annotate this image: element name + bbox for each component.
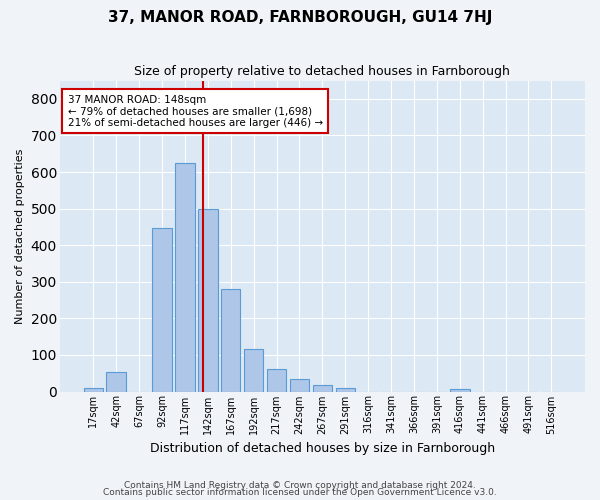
Bar (267, 369, 286, 392)
Bar (313, 385, 332, 392)
Bar (335, 388, 355, 392)
Text: Contains HM Land Registry data © Crown copyright and database right 2024.: Contains HM Land Registry data © Crown c… (124, 480, 476, 490)
Bar (175, 163, 194, 392)
Title: Size of property relative to detached houses in Farnborough: Size of property relative to detached ho… (134, 65, 510, 78)
Bar (83, 388, 103, 392)
Y-axis label: Number of detached properties: Number of detached properties (15, 148, 25, 324)
Bar (290, 380, 309, 392)
Text: Contains public sector information licensed under the Open Government Licence v3: Contains public sector information licen… (103, 488, 497, 497)
Text: 37, MANOR ROAD, FARNBOROUGH, GU14 7HJ: 37, MANOR ROAD, FARNBOROUGH, GU14 7HJ (108, 10, 492, 25)
Bar (221, 289, 241, 392)
Bar (450, 389, 470, 392)
X-axis label: Distribution of detached houses by size in Farnborough: Distribution of detached houses by size … (150, 442, 495, 455)
Bar (106, 372, 126, 392)
Bar (198, 208, 218, 392)
Bar (152, 228, 172, 392)
Text: 37 MANOR ROAD: 148sqm
← 79% of detached houses are smaller (1,698)
21% of semi-d: 37 MANOR ROAD: 148sqm ← 79% of detached … (68, 94, 323, 128)
Bar (244, 350, 263, 392)
